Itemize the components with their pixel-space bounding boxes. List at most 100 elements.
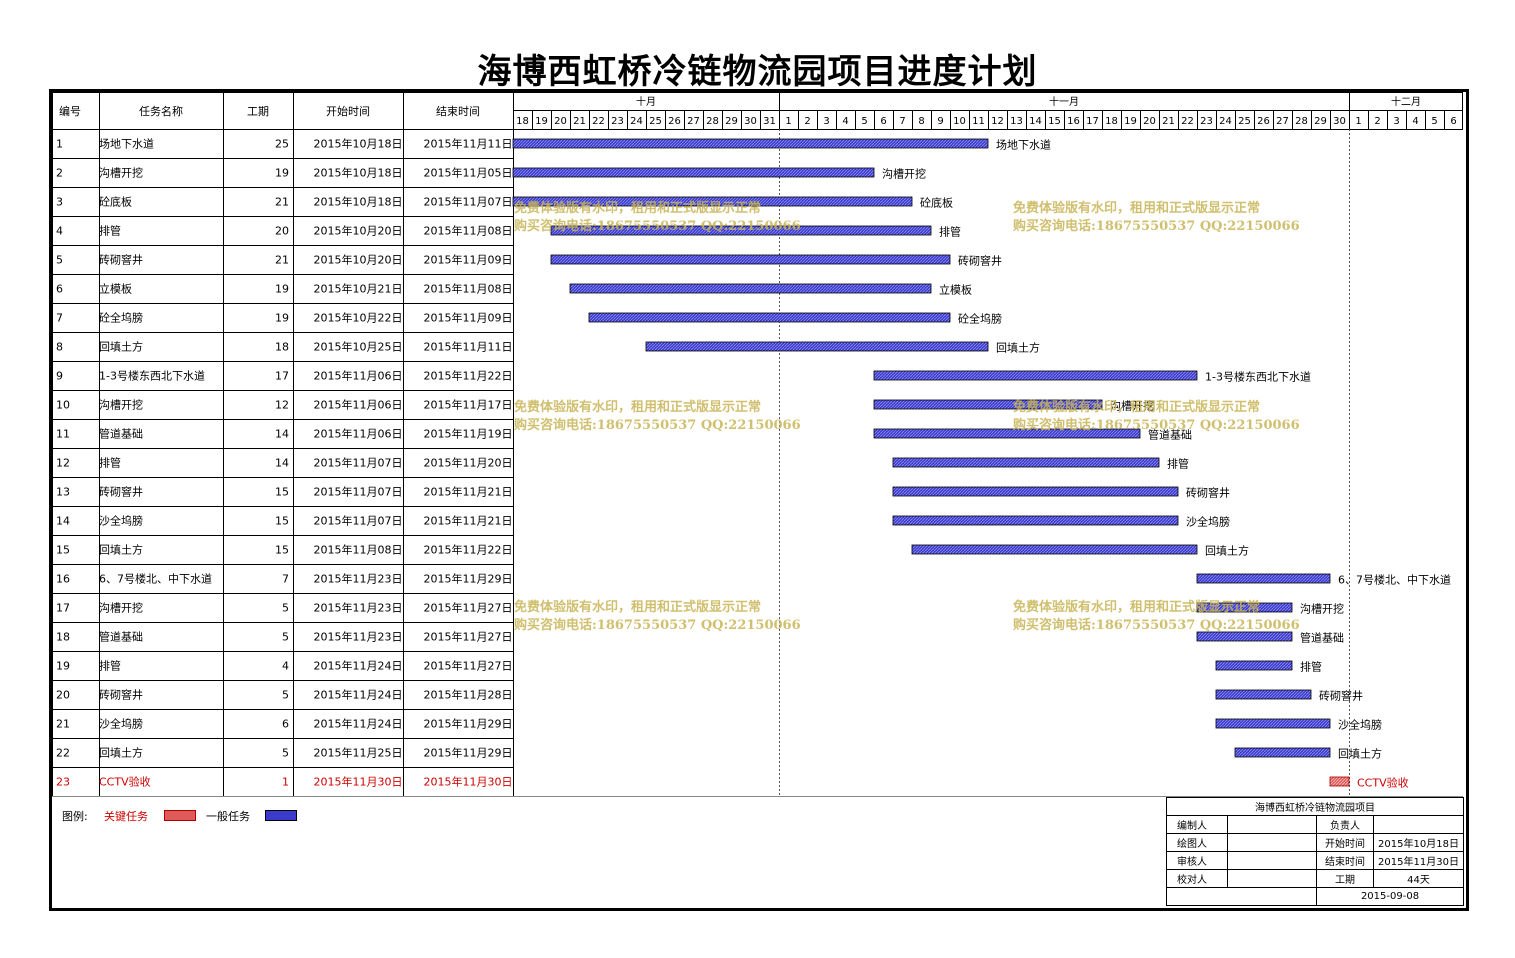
day-label: 24 [1219,116,1232,127]
task-duration: 5 [282,631,289,644]
task-end: 2015年11月22日 [424,543,513,557]
task-no: 7 [56,312,63,325]
task-duration: 14 [275,457,289,470]
task-no: 20 [56,689,70,702]
task-bar [1196,573,1331,584]
day-label: 9 [937,116,943,127]
day-label: 23 [611,116,624,127]
task-end: 2015年11月09日 [424,311,513,325]
task-start: 2015年11月24日 [314,688,403,702]
day-label: 1 [785,116,791,127]
task-end: 2015年11月11日 [424,340,513,354]
day-label: 27 [687,116,700,127]
day-label: 20 [554,116,567,127]
task-name: 沟槽开挖 [99,166,143,180]
task-end: 2015年11月27日 [424,601,513,615]
task-bar-label: 回填土方 [996,341,1040,355]
task-no: 17 [56,602,70,615]
task-bar [873,399,1103,410]
task-bar [1329,776,1350,787]
task-bar-label: 砼底板 [920,196,953,210]
task-name: 回填土方 [99,746,143,760]
task-duration: 21 [275,196,289,209]
task-bar-label: 管道基础 [1148,428,1192,442]
task-start: 2015年10月20日 [314,253,403,267]
task-no: 2 [56,167,63,180]
info-reviewer [1227,851,1317,870]
info-end: 2015年11月30日 [1373,851,1464,870]
info-drawer-label: 绘图人 [1166,833,1228,852]
task-end: 2015年11月19日 [424,427,513,441]
info-block: 海博西虹桥冷链物流园项目 编制人 负责人 绘图人 开始时间 2015年10月18… [1166,797,1464,906]
task-end: 2015年11月22日 [424,369,513,383]
task-duration: 5 [282,747,289,760]
info-date: 2015-09-08 [1316,887,1464,906]
day-label: 3 [823,116,829,127]
task-no: 22 [56,747,70,760]
day-label: 2 [1374,116,1380,127]
task-end: 2015年11月08日 [424,224,513,238]
task-bar-label: 排管 [939,225,961,239]
day-label: 13 [1010,116,1023,127]
task-bar-label: 砖砌窨井 [1186,486,1230,500]
task-bar [1196,631,1293,642]
day-label: 4 [1412,116,1418,127]
task-name: 排管 [99,659,121,673]
task-bar [873,370,1198,381]
day-label: 20 [1143,116,1156,127]
task-name: 砖砌窨井 [99,253,143,267]
task-start: 2015年10月20日 [314,224,403,238]
task-bar [1215,689,1312,700]
day-label: 19 [1124,116,1137,127]
task-bar [645,341,989,352]
task-no: 5 [56,254,63,267]
task-bar [1234,747,1331,758]
task-bar-label: 场地下水道 [996,138,1051,152]
task-end: 2015年11月29日 [424,746,513,760]
task-no: 9 [56,370,63,383]
day-label: 6 [880,116,886,127]
task-bar-label: 砼全坞膀 [958,312,1002,326]
task-name: 1-3号楼东西北下水道 [99,369,205,383]
month-label: 十月 [636,95,656,108]
info-duration: 44天 [1373,869,1464,888]
task-end: 2015年11月29日 [424,717,513,731]
task-duration: 19 [275,312,289,325]
info-project: 海博西虹桥冷链物流园项目 [1166,797,1464,816]
task-name: 沙全坞膀 [99,514,143,528]
task-no: 19 [56,660,70,673]
task-duration: 6 [282,718,289,731]
day-label: 30 [1333,116,1346,127]
task-bar [892,486,1179,497]
task-name: 砖砌窨井 [99,485,143,499]
task-bar-label: CCTV验收 [1357,776,1409,790]
legend-label: 图例: [62,810,88,823]
day-label: 17 [1086,116,1099,127]
info-compiler [1227,815,1317,834]
task-start: 2015年10月18日 [314,195,403,209]
header-end: 结束时间 [436,105,480,118]
day-label: 21 [1162,116,1175,127]
task-duration: 15 [275,544,289,557]
info-checker [1227,869,1317,888]
task-start: 2015年11月25日 [314,746,403,760]
day-label: 23 [1200,116,1213,127]
task-end: 2015年11月21日 [424,514,513,528]
task-name: 回填土方 [99,543,143,557]
task-start: 2015年10月18日 [314,166,403,180]
info-duration-label: 工期 [1316,869,1374,888]
task-bar-label: 沙全坞膀 [1338,718,1382,732]
task-duration: 14 [275,428,289,441]
task-no: 1 [56,138,63,151]
task-duration: 25 [275,138,289,151]
task-duration: 5 [282,689,289,702]
task-start: 2015年11月06日 [314,398,403,412]
task-name: 6、7号楼北、中下水道 [99,572,212,586]
day-label: 14 [1029,116,1042,127]
task-bar-label: 1-3号楼东西北下水道 [1205,370,1311,384]
day-label: 28 [706,116,719,127]
task-no: 21 [56,718,70,731]
task-end: 2015年11月21日 [424,485,513,499]
day-label: 18 [516,116,529,127]
day-label: 5 [1431,116,1437,127]
